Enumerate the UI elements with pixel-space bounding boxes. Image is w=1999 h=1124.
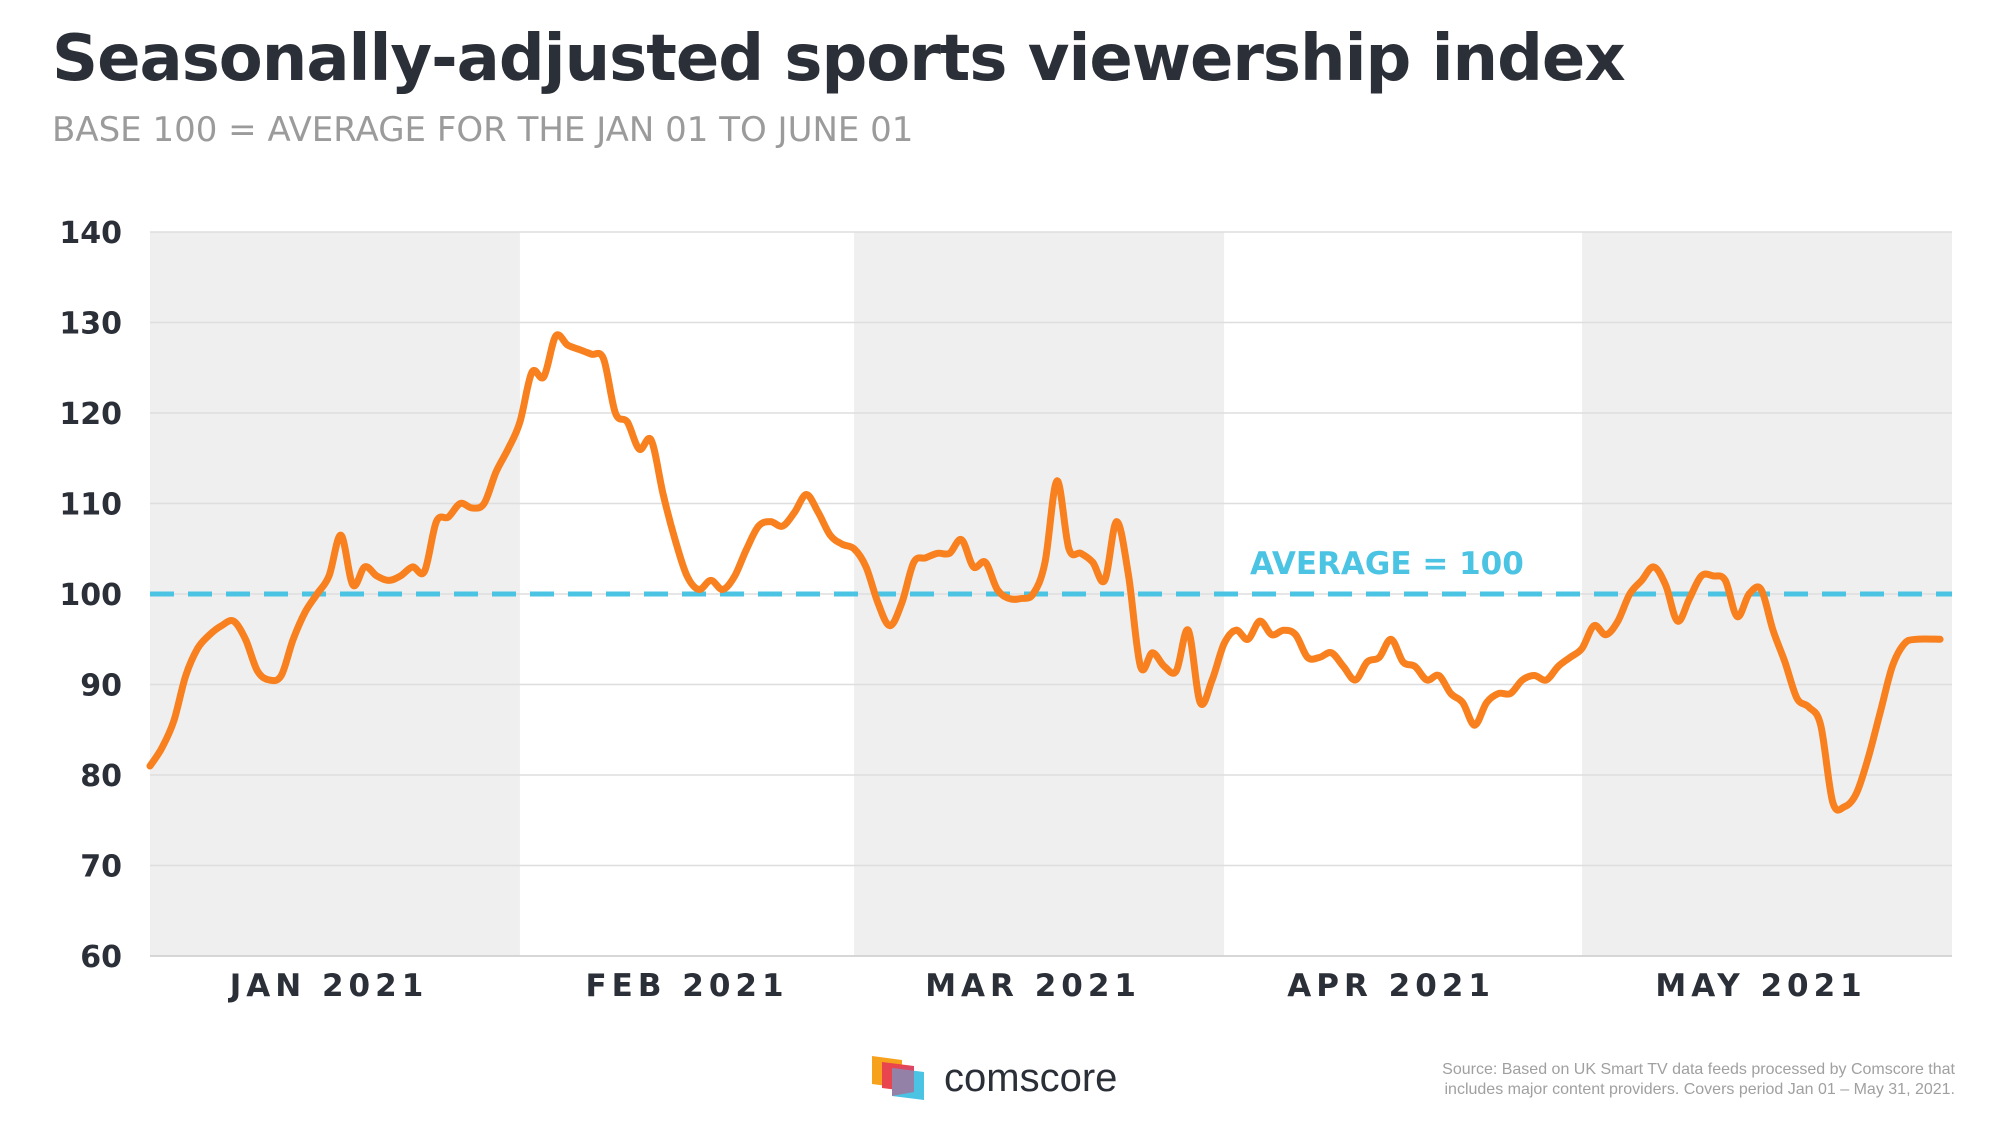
source-note: Source: Based on UK Smart TV data feeds … (1255, 1060, 1955, 1100)
x-tick-label: MAR 2021 (925, 968, 1141, 1004)
viewership-index-line (146, 331, 1944, 814)
chart-title: Seasonally-adjusted sports viewership in… (52, 22, 1626, 96)
comscore-wordmark: comscore (944, 1056, 1118, 1100)
source-line-2: includes major content providers. Covers… (1444, 1081, 1956, 1098)
y-tick-label: 80 (80, 759, 122, 794)
x-tick-label: MAY 2021 (1655, 968, 1866, 1004)
y-tick-label: 140 (59, 216, 122, 251)
x-tick-label: JAN 2021 (228, 968, 429, 1004)
x-tick-label: APR 2021 (1287, 968, 1495, 1004)
y-tick-label: 110 (59, 488, 122, 523)
y-tick-label: 90 (80, 669, 122, 704)
y-tick-label: 120 (59, 397, 122, 432)
average-reference-label: AVERAGE = 100 (1250, 546, 1524, 582)
y-tick-label: 60 (80, 940, 122, 975)
y-tick-label: 130 (59, 307, 122, 342)
comscore-logo: comscore (868, 1052, 1268, 1112)
comscore-logo-icon (872, 1056, 924, 1100)
y-tick-label: 100 (59, 578, 122, 613)
source-line-1: Source: Based on UK Smart TV data feeds … (1442, 1061, 1955, 1078)
y-tick-label: 70 (80, 850, 122, 885)
x-tick-label: FEB 2021 (585, 968, 788, 1004)
chart-subtitle: BASE 100 = AVERAGE FOR THE JAN 01 TO JUN… (52, 110, 914, 150)
line-chart: 140 130 120 110 100 90 80 70 60 JAN 2021 FEB 2021 M… (59, 216, 1952, 1004)
